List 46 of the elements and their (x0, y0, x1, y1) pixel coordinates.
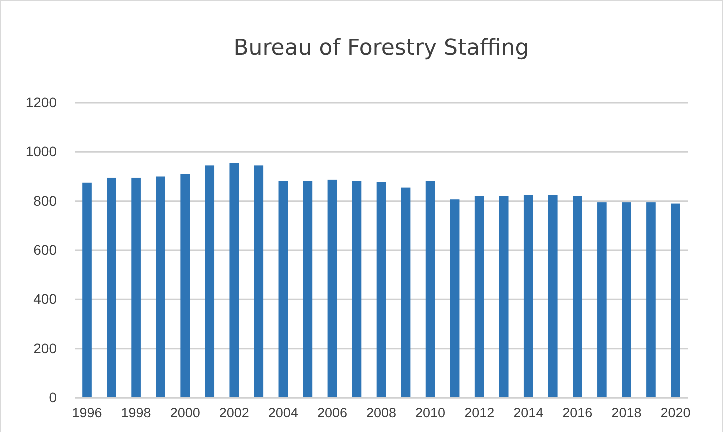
x-tick-label: 2018 (612, 406, 642, 421)
x-tick-label: 2004 (268, 406, 299, 421)
bar (278, 181, 288, 398)
x-tick-label: 2008 (366, 406, 397, 421)
y-tick-label: 600 (34, 242, 58, 258)
x-tick-label: 1996 (72, 406, 102, 421)
bar (622, 202, 632, 398)
y-tick-label: 800 (34, 192, 58, 209)
bar (499, 196, 509, 398)
chart-title: Bureau of Forestry Staffing (234, 36, 530, 61)
bar (132, 178, 141, 398)
bar (573, 196, 582, 398)
y-tick-label: 1000 (26, 144, 58, 160)
bar (646, 202, 656, 398)
bar (450, 200, 460, 398)
bar (82, 182, 92, 398)
bar (401, 188, 411, 398)
bar (671, 204, 680, 398)
bar (352, 181, 362, 398)
bar (426, 181, 436, 398)
bar (548, 195, 558, 398)
bar (474, 196, 484, 398)
bar (376, 182, 386, 398)
x-tick-label: 2016 (562, 406, 593, 421)
x-tick-label: 2020 (660, 406, 691, 421)
x-tick-label: 2000 (170, 406, 200, 421)
bar (205, 166, 215, 398)
bar (303, 181, 313, 398)
bar (598, 202, 607, 398)
bar (328, 180, 338, 398)
x-tick-label: 1998 (121, 406, 152, 421)
x-tick-label: 2010 (416, 406, 446, 421)
y-tick-label: 1200 (26, 94, 58, 110)
x-tick-label: 2014 (514, 406, 544, 421)
bar (254, 166, 264, 398)
y-tick-label: 200 (34, 340, 58, 356)
x-tick-label: 2012 (464, 406, 495, 421)
bar (156, 176, 166, 398)
bar (180, 174, 190, 398)
y-tick-label: 0 (49, 389, 58, 406)
bar (524, 195, 534, 398)
x-tick-label: 2002 (219, 406, 250, 421)
bar (107, 178, 116, 398)
y-tick-label: 400 (34, 291, 58, 308)
x-tick-label: 2006 (317, 406, 348, 421)
bar (230, 163, 240, 398)
